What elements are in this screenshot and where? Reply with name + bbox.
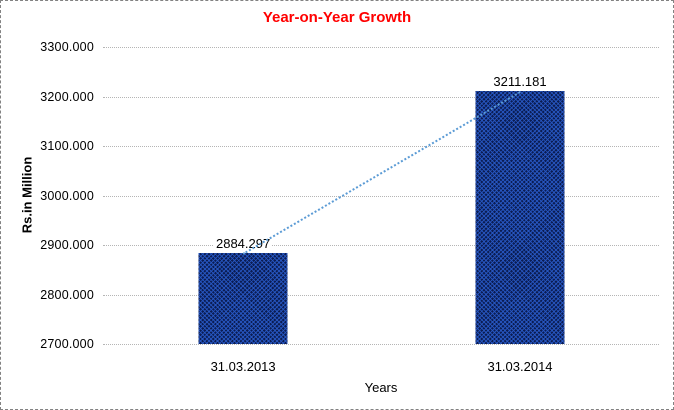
chart-title: Year-on-Year Growth [262, 9, 412, 26]
gridline [103, 245, 659, 246]
x-tick-label: 31.03.2014 [487, 359, 553, 374]
y-tick-label: 3100.000 [40, 139, 94, 153]
x-axis-title: Years [364, 380, 398, 395]
bar [198, 252, 288, 344]
gridline [103, 96, 659, 98]
y-axis-tick-labels: 3300.000 3200.000 3100.000 3000.000 2900.000… [1, 40, 98, 351]
x-axis-tick-labels: 31.03.2013 31.03.2014 [103, 359, 659, 375]
gridline [103, 294, 659, 296]
gridline [103, 344, 659, 345]
plot-area: 2884.297 3211.181 [103, 47, 659, 345]
gridline [103, 146, 659, 147]
gridline [103, 47, 659, 48]
y-tick-label: 2800.000 [40, 287, 94, 302]
y-tick-label: 3300.000 [40, 40, 94, 54]
y-tick-label: 2700.000 [40, 337, 94, 351]
bar [475, 90, 565, 344]
bar-value-label: 2884.297 [213, 235, 273, 251]
y-tick-label: 2900.000 [40, 238, 94, 252]
y-tick-label: 3000.000 [40, 188, 94, 203]
y-tick-label: 3200.000 [40, 89, 94, 104]
gridline [103, 195, 659, 197]
bar-value-label: 3211.181 [491, 73, 549, 89]
x-tick-label: 31.03.2013 [210, 359, 276, 374]
